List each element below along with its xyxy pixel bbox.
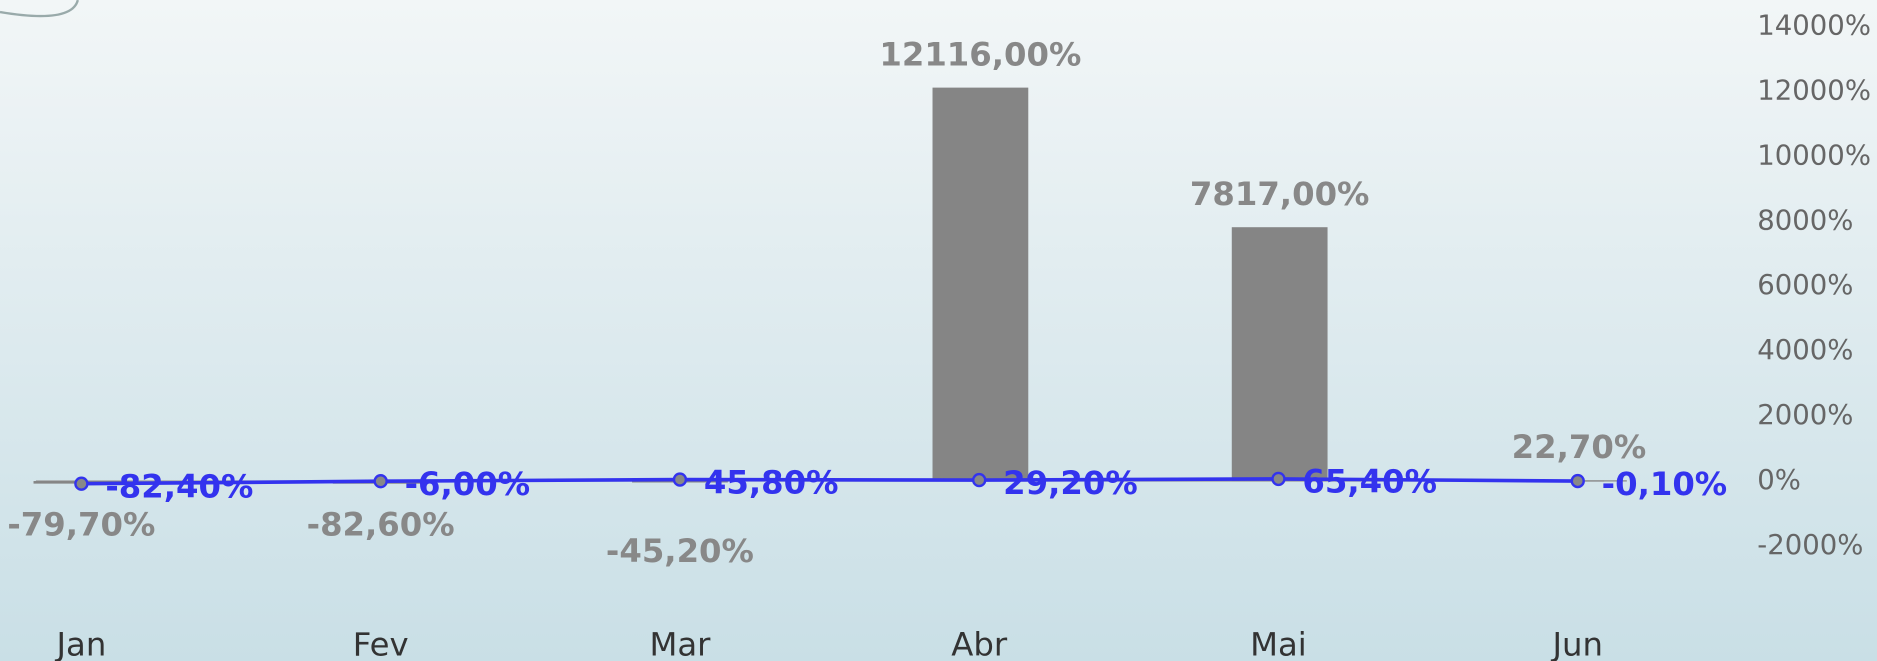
point [972,472,987,488]
y-tick-label: 2000% [1757,399,1853,431]
bar-value-label: 12116,00% [879,35,1081,73]
bar-value-label: -82,60% [307,506,455,544]
line-value-label: -0,10% [1602,465,1728,503]
bar [932,87,1029,482]
line [81,477,1578,486]
y-tick-label: 4000% [1757,334,1853,366]
y-tick-label: -2000% [1757,529,1863,561]
point [74,476,89,491]
x-tick-label: Jun [1550,626,1602,661]
line-value-label: 65,40% [1302,463,1437,501]
bar-value-label: 22,70% [1512,428,1647,466]
x-tick-label: Abr [951,626,1008,661]
y-tick-label: 0% [1757,464,1801,496]
line-value-label: -6,00% [405,465,531,503]
decoration [0,0,79,18]
x-tick-label: Mar [649,626,711,661]
bar-value-label: -79,70% [7,506,155,544]
bar-value-label: 7817,00% [1190,175,1370,213]
line-value-label: 45,80% [704,463,839,501]
y-tick-label: 12000% [1757,74,1871,106]
x-tick-label: Mai [1250,626,1307,661]
bar [1231,227,1328,482]
y-tick-label: 8000% [1757,204,1853,236]
y-tick-label: 6000% [1757,269,1853,301]
point [672,472,688,487]
line-value-label: 29,20% [1003,464,1138,502]
point [373,474,388,489]
point [1570,473,1585,489]
line-value-label: -82,40% [105,467,253,505]
point [1271,471,1286,487]
y-tick-label: 10000% [1757,139,1871,171]
x-tick-label: Fev [353,626,409,661]
x-tick-label: Jan [54,626,106,661]
y-tick-label: 14000% [1757,9,1871,41]
bar-value-label: -45,20% [606,532,754,570]
